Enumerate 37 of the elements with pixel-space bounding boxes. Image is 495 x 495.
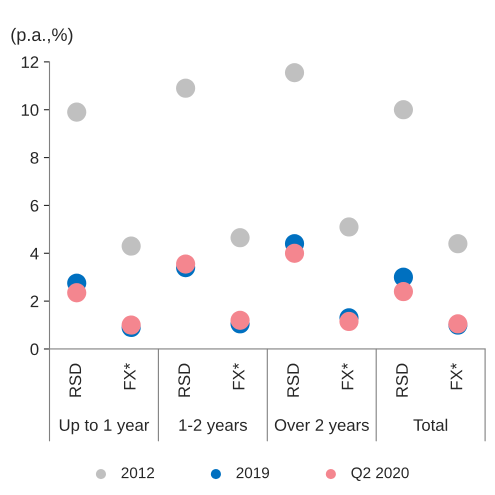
x-tick-label: RSD (396, 364, 408, 397)
x-tick-label: RSD (287, 364, 299, 397)
x-tick-label: FX* (342, 363, 354, 390)
x-tick-label: FX* (124, 363, 136, 390)
text: Up to 1 year (60, 419, 150, 434)
point (176, 254, 196, 274)
y-tick-label: 12 (22, 56, 38, 68)
y-tick-label: 8 (30, 152, 38, 164)
x-tick-label: FX* (450, 363, 462, 390)
x-tick-label: RSD (178, 364, 190, 397)
y-tick-label: 2 (30, 296, 38, 308)
point (67, 283, 86, 302)
point (176, 78, 196, 98)
point (448, 234, 468, 254)
point (394, 100, 413, 120)
point (284, 244, 304, 263)
text: 1-2 years (179, 419, 247, 434)
point (284, 63, 304, 82)
legend-label: 2019 (236, 467, 270, 478)
y-tick-label: 4 (30, 248, 39, 260)
y-tick-label: 10 (22, 104, 38, 116)
legend-label: 2012 (122, 467, 154, 478)
x-tick-label: FX* (232, 363, 244, 390)
point (394, 282, 413, 302)
point (230, 228, 250, 248)
legend-label: Q2 2020 (351, 467, 409, 481)
point (230, 310, 250, 330)
text: Over 2 years (274, 419, 369, 434)
y-tick-label: 0 (30, 343, 38, 356)
point (339, 217, 359, 237)
y-axis-title: (p.a.,%) (11, 28, 72, 45)
point (67, 102, 86, 122)
x-tick-label: RSD (69, 364, 82, 397)
point (122, 236, 141, 256)
y-tick-label: 6 (30, 200, 38, 212)
point (339, 312, 359, 332)
text: Total (413, 418, 448, 431)
